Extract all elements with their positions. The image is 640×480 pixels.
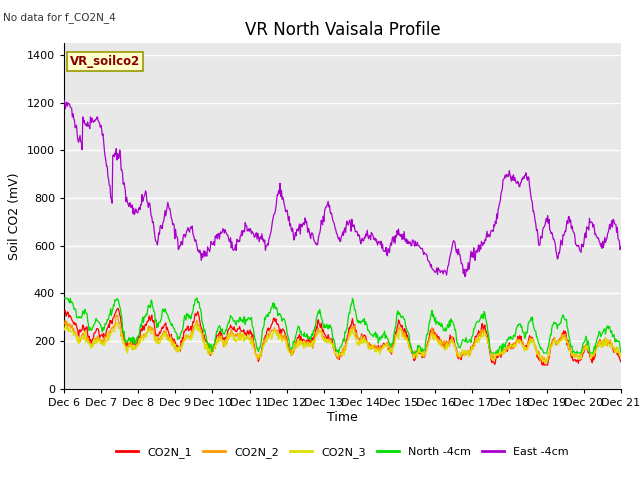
Y-axis label: Soil CO2 (mV): Soil CO2 (mV) <box>8 172 21 260</box>
Legend: CO2N_1, CO2N_2, CO2N_3, North -4cm, East -4cm: CO2N_1, CO2N_2, CO2N_3, North -4cm, East… <box>112 443 573 463</box>
Text: No data for f_CO2N_4: No data for f_CO2N_4 <box>3 12 116 23</box>
Text: VR_soilco2: VR_soilco2 <box>70 55 140 68</box>
Title: VR North Vaisala Profile: VR North Vaisala Profile <box>244 21 440 39</box>
X-axis label: Time: Time <box>327 410 358 424</box>
